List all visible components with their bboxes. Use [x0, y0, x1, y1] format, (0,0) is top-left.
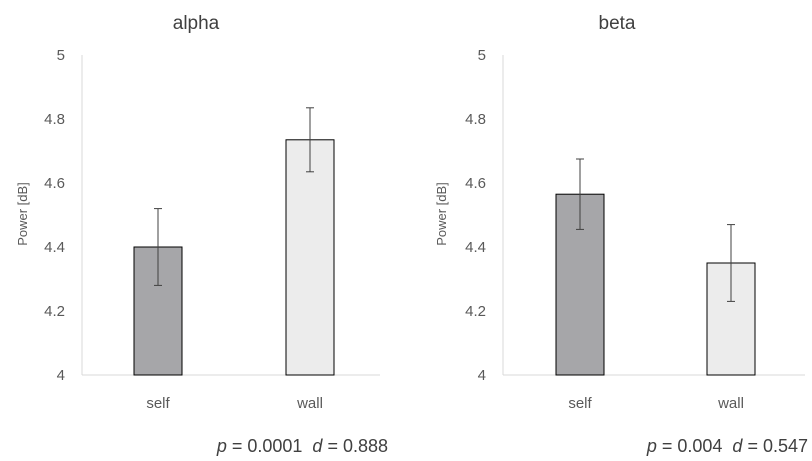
x-tick-label: self: [146, 395, 170, 412]
y-tick-label: 4: [57, 367, 65, 384]
d-value: = 0.547: [742, 436, 808, 456]
bars: [133, 107, 335, 376]
bar-wall: [285, 139, 335, 376]
x-ticks: self wall: [568, 395, 744, 412]
y-axis-label: Power [dB]: [15, 182, 30, 246]
error-bar-wall: [306, 107, 314, 173]
bars: [555, 158, 756, 376]
d-value: = 0.888: [322, 436, 388, 456]
y-ticks: 4 4.2 4.4 4.6 4.8 5: [465, 47, 486, 384]
x-tick-label: wall: [296, 395, 323, 412]
x-ticks: self wall: [146, 395, 323, 412]
y-tick-label: 4.8: [465, 111, 486, 128]
y-tick-label: 4.6: [465, 175, 486, 192]
y-tick-label: 5: [478, 47, 486, 64]
chart-title: beta: [599, 13, 636, 34]
stats-annotation: p = 0.0001 d = 0.888: [216, 436, 388, 456]
chart-panel-alpha: alpha Power [dB] 4 4.2 4.4 4.6 4.8 5 self wall…: [15, 13, 388, 456]
error-bar-self: [576, 158, 584, 230]
x-tick-label: self: [568, 395, 592, 412]
y-tick-label: 4.2: [44, 303, 65, 320]
y-tick-label: 4.4: [44, 239, 65, 256]
chart-title: alpha: [173, 13, 220, 34]
d-label: d: [732, 436, 743, 456]
y-tick-label: 4: [478, 367, 486, 384]
d-label: d: [312, 436, 323, 456]
chart-panel-beta: beta Power [dB] 44.24.44.64.85 self wall …: [434, 13, 808, 456]
p-label: p: [646, 436, 657, 456]
x-tick-label: wall: [717, 395, 744, 412]
y-tick-label: 4.2: [465, 303, 486, 320]
p-label: p: [216, 436, 227, 456]
p-value: = 0.0001: [227, 436, 313, 456]
y-tick-label: 4.6: [44, 175, 65, 192]
p-value: = 0.004: [657, 436, 733, 456]
error-bar-self: [154, 208, 162, 286]
stats-annotation: p = 0.004 d = 0.547: [646, 436, 808, 456]
y-axis-label: Power [dB]: [434, 182, 449, 246]
y-ticks: 4 4.2 4.4 4.6 4.8 5: [44, 47, 65, 384]
y-tick-label: 4.8: [44, 111, 65, 128]
y-tick-label: 4.4: [465, 239, 486, 256]
y-tick-label: 5: [57, 47, 65, 64]
error-bar-wall: [727, 224, 735, 302]
